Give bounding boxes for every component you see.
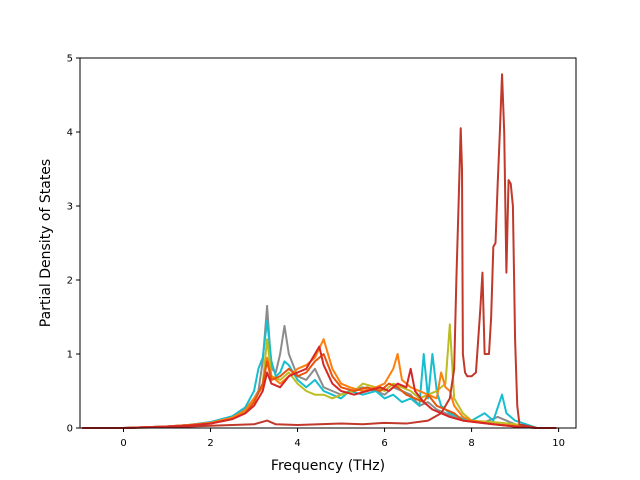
series-line-6 bbox=[82, 73, 557, 429]
x-tick-label: 4 bbox=[294, 438, 300, 449]
y-tick-label: 3 bbox=[67, 202, 73, 213]
series-line-2 bbox=[82, 319, 557, 429]
y-axis-ticks: 0 1 2 3 4 5 bbox=[67, 54, 80, 435]
series-line-5 bbox=[82, 353, 557, 429]
series-layer bbox=[82, 73, 557, 429]
y-tick-label: 5 bbox=[67, 54, 73, 65]
series-line-7 bbox=[82, 345, 557, 429]
series-line-4 bbox=[82, 338, 557, 429]
x-tick-label: 8 bbox=[468, 438, 474, 449]
x-axis-ticks: 0 2 4 6 8 10 bbox=[120, 428, 565, 449]
x-tick-label: 2 bbox=[207, 438, 213, 449]
x-tick-label: 0 bbox=[120, 438, 126, 449]
y-tick-label: 1 bbox=[67, 350, 73, 361]
series-line-1 bbox=[82, 304, 557, 429]
x-axis-label: Frequency (THz) bbox=[271, 458, 385, 474]
y-axis-label: Partial Density of States bbox=[38, 159, 54, 327]
plot-frame bbox=[79, 57, 577, 429]
y-tick-label: 4 bbox=[67, 128, 73, 139]
x-tick-label: 10 bbox=[552, 438, 565, 449]
y-tick-label: 2 bbox=[67, 276, 73, 287]
y-tick-label: 0 bbox=[67, 424, 73, 435]
x-tick-label: 6 bbox=[381, 438, 387, 449]
